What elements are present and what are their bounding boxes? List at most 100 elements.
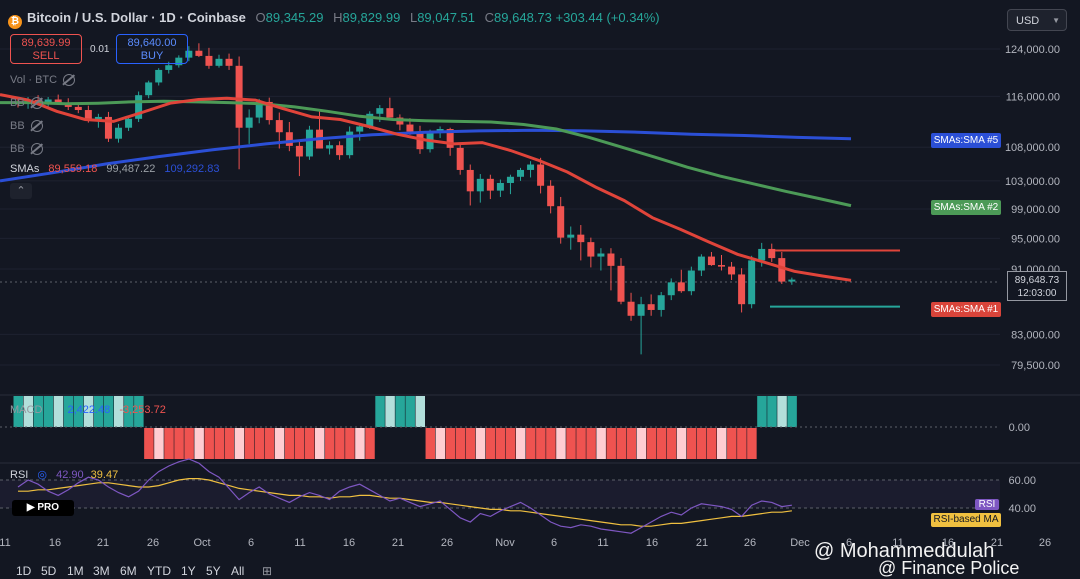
rsi-tag: RSI — [974, 499, 1000, 510]
timeframe-5y[interactable]: 5Y — [206, 564, 221, 578]
price-tick-label: 83,000.00 — [1011, 329, 1060, 341]
time-tick-label: Oct — [193, 537, 210, 549]
candle-body — [84, 110, 92, 121]
candle-body — [326, 145, 334, 149]
candle-body — [778, 258, 786, 282]
bb-indicator-1[interactable]: BB — [10, 97, 43, 109]
timeframe-5d[interactable]: 5D — [41, 564, 57, 578]
sma5-tag: SMAs:SMA #5 — [931, 133, 1001, 148]
macd-bar-down — [425, 428, 436, 459]
candle-body — [104, 116, 112, 139]
macd-bar-down — [626, 428, 637, 459]
candle-body — [567, 234, 575, 238]
eye-hidden-icon[interactable] — [63, 74, 76, 86]
price-tick-label: 79,500.00 — [1011, 360, 1060, 372]
macd-bar-up — [767, 396, 777, 427]
buy-button[interactable]: 89,640.00 BUY — [116, 34, 188, 64]
candle-body — [366, 113, 374, 127]
candle-body — [235, 65, 243, 128]
candle-body — [667, 282, 675, 296]
date-range-icon[interactable]: ⊞ — [262, 564, 273, 578]
time-tick-label: 6 — [846, 537, 852, 549]
volume-indicator[interactable]: Vol · BTC — [10, 74, 76, 86]
macd-bar-down — [666, 428, 677, 459]
macd-bar-down — [576, 428, 586, 459]
macd-bar-up — [53, 396, 64, 427]
rsi-legend[interactable]: RSI ◎ 42.90 39.47 — [10, 468, 118, 481]
macd-bar-down — [264, 428, 275, 459]
macd-bar-down — [526, 428, 536, 459]
bb-indicator-3[interactable]: BB — [10, 143, 43, 155]
sell-button[interactable]: 89,639.99 SELL — [10, 34, 82, 64]
candle-body — [466, 169, 474, 192]
macd-bar-down — [355, 428, 365, 459]
candle-body — [748, 260, 756, 305]
time-axis[interactable]: 11 16 21 26 Oct 6 11 16 21 26 Nov 6 11 16 21 26 Dec 6 11 16… — [0, 537, 1051, 549]
candle-body — [657, 295, 665, 310]
rsi-tags: RSI — [931, 498, 1001, 512]
last-price: 89,648.73 — [1014, 275, 1060, 286]
price-tick-label: 99,000.00 — [1011, 204, 1060, 216]
candle-body — [496, 182, 504, 191]
close-value: 89,648.73 — [494, 10, 552, 25]
candle-body — [255, 101, 263, 118]
macd-bar-up — [787, 396, 797, 427]
macd-bar-up — [13, 396, 23, 427]
watermark-line-1: @ Mohammeddulah — [814, 540, 995, 562]
sma2-line — [0, 99, 852, 208]
price-axis[interactable]: 124,000.00 116,000.00 108,000.00 103,000.00… — [1005, 44, 1060, 515]
macd-bar-down — [254, 428, 265, 459]
macd-bar-up — [23, 396, 34, 427]
timeframe-3m[interactable]: 3M — [93, 564, 110, 578]
time-tick-label: 6 — [248, 537, 254, 549]
macd-bar-down — [204, 428, 214, 459]
eye-hidden-icon[interactable] — [30, 120, 43, 132]
symbol-title[interactable]: Bitcoin / U.S. Dollar · 1D · Coinbase — [27, 10, 246, 25]
macd-value-1: 2,422.48 — [67, 404, 111, 416]
candle-body — [527, 164, 535, 170]
timeframe-6m[interactable]: 6M — [120, 564, 137, 578]
time-tick-label: 26 — [441, 537, 453, 549]
bb-label-2: BB — [10, 120, 25, 132]
candle-body — [617, 265, 625, 302]
macd-bar-down — [144, 428, 154, 459]
eye-hidden-icon[interactable] — [30, 143, 43, 155]
open-label: O — [255, 10, 266, 25]
candle-body — [547, 185, 555, 207]
macd-bar-up — [43, 396, 54, 427]
logo-text: PRO — [37, 502, 60, 513]
time-tick-label: 26 — [147, 537, 159, 549]
macd-histogram — [0, 396, 1000, 459]
candle-body — [677, 282, 685, 292]
timeframe-1m[interactable]: 1M — [67, 564, 84, 578]
time-tick-label: 16 — [343, 537, 355, 549]
low-label: L — [409, 10, 418, 25]
timeframe-all[interactable]: All — [231, 564, 245, 578]
sma1-line — [0, 93, 852, 282]
timeframe-1d[interactable]: 1D — [16, 564, 32, 578]
symbol-header: ₿ Bitcoin / U.S. Dollar · 1D · Coinbase O… — [8, 10, 660, 29]
candle-body — [74, 106, 82, 111]
time-tick-label: 26 — [1039, 537, 1051, 549]
candle-body — [155, 69, 163, 83]
rsi-band — [0, 480, 1000, 508]
currency-select[interactable]: USD ▼ — [1007, 9, 1067, 31]
bb-indicator-2[interactable]: BB — [10, 120, 43, 132]
timeframe-ytd[interactable]: YTD — [147, 564, 171, 578]
close-label: C — [484, 10, 495, 25]
rsi-gear-icon[interactable]: ◎ — [37, 469, 48, 481]
timeframe-1y[interactable]: 1Y — [181, 564, 196, 578]
macd-bar-down — [194, 428, 204, 459]
macd-zero-label: 0.00 — [1009, 422, 1030, 434]
smas-indicator[interactable]: SMAs 89,559.18 99,487.22 109,292.83 — [10, 163, 219, 175]
rsi-level-label: 60.00 — [1008, 475, 1036, 487]
candle-body — [54, 99, 62, 103]
eye-hidden-icon[interactable] — [30, 97, 43, 109]
price-tick-label: 103,000.00 — [1005, 176, 1060, 188]
collapse-chevron-icon[interactable]: ⌃ — [10, 183, 32, 199]
macd-legend[interactable]: MACD 2,422.48 -3,253.72 — [10, 404, 166, 416]
macd-bar-down — [465, 428, 476, 459]
open-value: 89,345.29 — [265, 10, 324, 25]
macd-bar-up — [757, 396, 767, 427]
